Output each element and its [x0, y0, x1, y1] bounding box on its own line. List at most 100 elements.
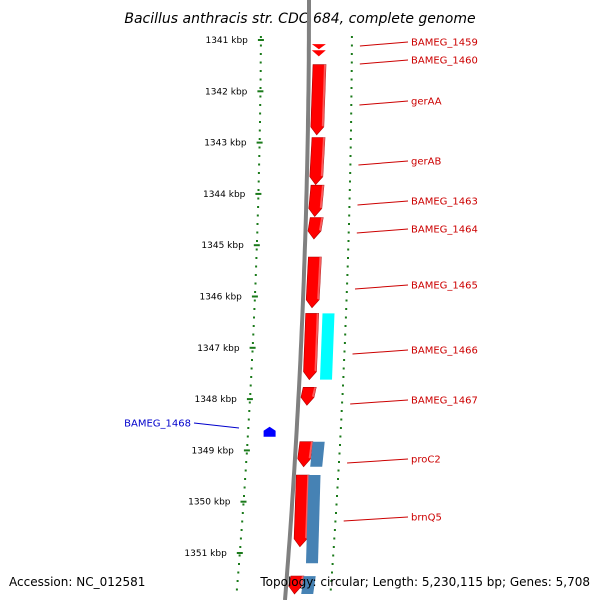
outer-dot — [346, 274, 349, 276]
steel-blue-feature — [301, 576, 316, 594]
outer-dot — [348, 223, 350, 225]
outer-dot — [350, 36, 353, 38]
ruler-tick-label: 1348 kbp — [194, 395, 237, 405]
ruler-dot — [241, 520, 244, 523]
ruler-tick — [249, 346, 256, 349]
outer-dot — [347, 257, 349, 259]
outer-dot — [344, 333, 347, 336]
ruler-dot — [239, 546, 242, 548]
outer-dot — [350, 61, 353, 64]
map-title: Bacillus anthracis str. CDC 684, complet… — [124, 11, 475, 27]
gene-label: gerAA — [411, 97, 442, 108]
gene-gerAB-highlight — [320, 137, 325, 177]
outer-dot — [331, 563, 334, 565]
gene-gerAB — [309, 137, 326, 186]
outer-dot — [350, 121, 353, 123]
ruler-tick-label: 1350 kbp — [188, 498, 231, 508]
ruler-dot — [238, 563, 240, 565]
gene-label: BAMEG_1459 — [411, 38, 478, 49]
ruler-dot — [259, 121, 261, 123]
gene-label-leader — [193, 422, 240, 429]
gene-BAMEG_1463 — [308, 184, 325, 217]
label-leader-lines — [193, 41, 409, 522]
ruler-dot — [252, 325, 255, 327]
gene-label: BAMEG_1466 — [411, 346, 478, 357]
ruler-dot — [244, 478, 247, 480]
genome-backbone — [283, 0, 311, 600]
outer-dot — [350, 104, 353, 106]
ruler-tick-label: 1347 kbp — [197, 344, 240, 354]
ruler-tick-label: 1343 kbp — [204, 139, 247, 149]
gene-label: BAMEG_1468 — [124, 419, 191, 430]
gene-BAMEG_1464-highlight — [319, 217, 324, 231]
gene-label-leader — [356, 228, 409, 234]
gene-label-leader — [347, 458, 409, 464]
ruler-dot — [254, 274, 257, 276]
outer-dot — [337, 478, 339, 480]
gene-label-leader — [358, 160, 409, 166]
outer-dot — [347, 248, 350, 251]
gene-label-leader — [357, 200, 409, 206]
outer-dot — [346, 282, 349, 285]
kbp-ruler: 1341 kbp 1342 kbp 1343 kbp 1344 kbp 1345 kbp… — [184, 36, 264, 559]
gene-label-leader — [350, 399, 409, 405]
ruler-tick — [255, 192, 262, 195]
ruler-dot — [255, 265, 258, 268]
outer-dot — [349, 146, 352, 149]
outer-dot — [349, 155, 352, 157]
ruler-dot — [245, 461, 248, 463]
ruler-dot — [249, 384, 252, 387]
outer-dot — [340, 418, 343, 421]
outer-dot — [331, 571, 333, 574]
outer-dot — [348, 214, 351, 217]
outer-dot — [345, 291, 348, 293]
ruler-tick-label: 1351 kbp — [184, 549, 227, 559]
ruler-tick — [240, 500, 247, 503]
outer-dot — [349, 138, 352, 140]
outer-dot — [337, 469, 340, 472]
gene-label: BAMEG_1465 — [411, 281, 478, 292]
outer-dot — [350, 53, 353, 55]
outer-dot — [350, 112, 353, 115]
ruler-dot — [257, 189, 260, 191]
ruler-dot — [247, 427, 250, 429]
outer-dot — [350, 129, 352, 132]
ruler-dot — [258, 138, 261, 140]
gene-label: BAMEG_1463 — [411, 197, 478, 208]
outer-dot — [330, 580, 333, 582]
ruler-dot — [246, 444, 249, 446]
ruler-dot — [251, 342, 254, 344]
ruler-tick — [257, 90, 264, 93]
ruler-dot — [255, 248, 258, 251]
ruler-dot — [237, 571, 240, 574]
ruler-dot — [253, 299, 256, 302]
outer-dot — [348, 189, 351, 191]
outer-dot — [350, 95, 353, 98]
gene-label-leader — [359, 100, 409, 106]
ruler-dot — [253, 308, 256, 310]
outer-dot — [343, 359, 346, 361]
ruler-dot — [254, 282, 257, 285]
outer-dot — [347, 240, 350, 242]
ruler-dot — [248, 401, 251, 404]
ruler-dot — [245, 452, 248, 455]
ruler-tick — [243, 449, 250, 452]
gene-label-leader — [359, 59, 409, 65]
outer-dot — [338, 452, 341, 455]
ruler-dot — [249, 393, 252, 395]
ruler-dot — [243, 486, 246, 489]
outer-dot — [333, 537, 336, 540]
ruler-dot — [252, 333, 255, 336]
ruler-dot — [259, 104, 262, 106]
ruler-dot — [257, 206, 260, 208]
outer-dot — [341, 393, 344, 395]
gene-label: BAMEG_1460 — [411, 56, 478, 67]
ruler-dot — [251, 359, 253, 361]
ruler-dot — [259, 53, 262, 55]
dotted-guides — [235, 36, 353, 591]
ruler-tick — [236, 552, 243, 554]
gene-proC2 — [297, 441, 314, 468]
outer-dot — [339, 444, 341, 446]
ruler-dot — [259, 78, 262, 81]
ruler-dot — [256, 214, 259, 217]
